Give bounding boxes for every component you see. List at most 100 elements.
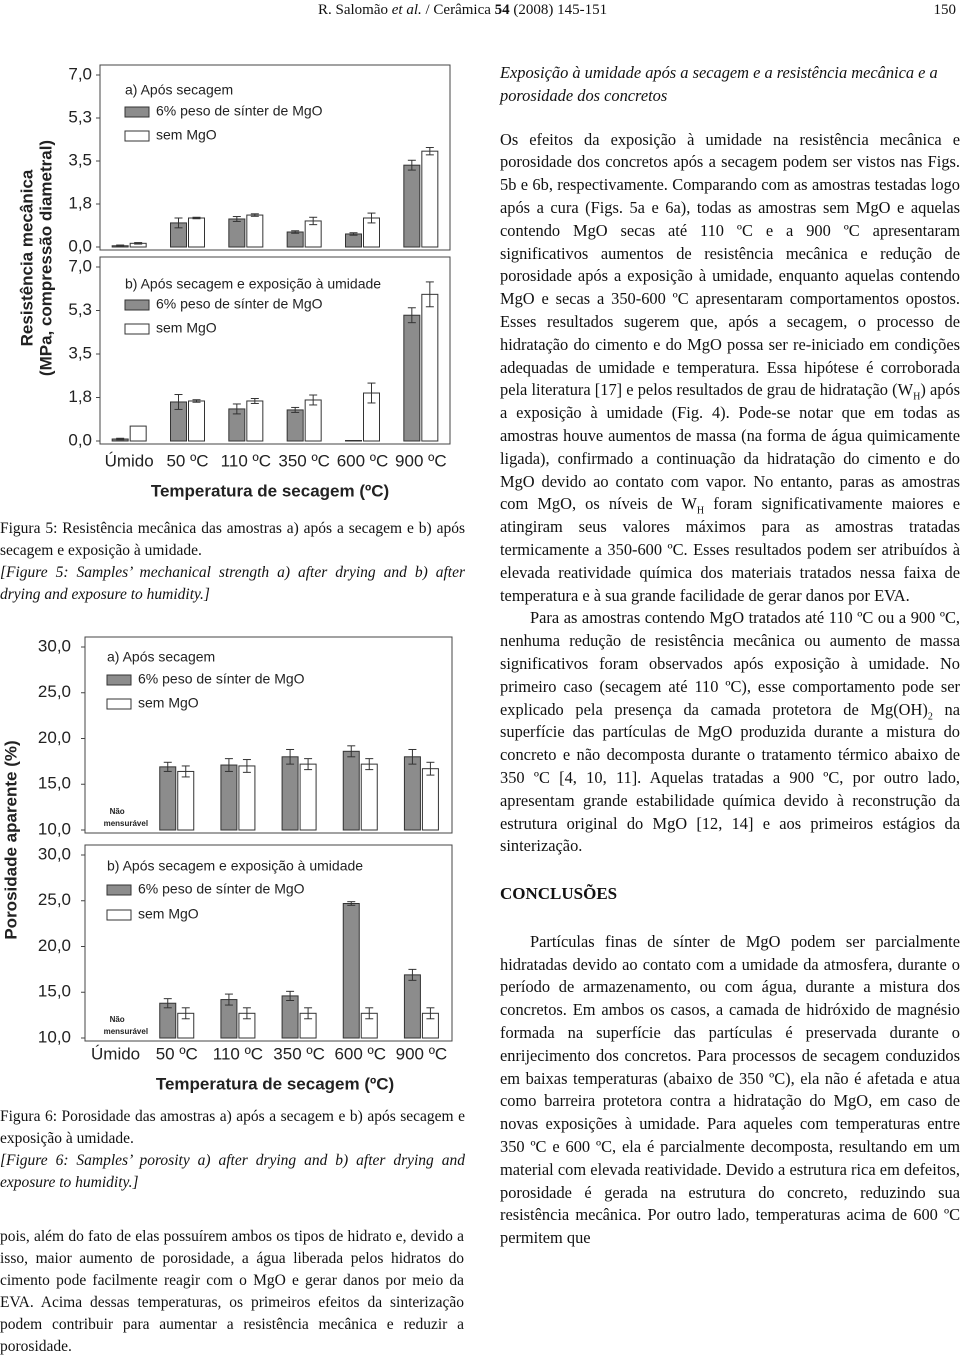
y-tick-label: 5,3 — [68, 300, 92, 319]
bar — [246, 214, 264, 248]
x-tick-label: 350 ºC — [278, 451, 330, 470]
section-heading: CONCLUSÕES — [500, 884, 618, 904]
error-bar — [309, 394, 318, 406]
error-bar — [304, 1007, 313, 1020]
x-tick-label: Úmido — [91, 1044, 140, 1063]
error-bar — [174, 394, 183, 410]
legend-label: 6% peso de sínter de MgO — [138, 881, 305, 897]
annotation: Não — [110, 1015, 125, 1024]
bar — [421, 150, 439, 248]
error-bar — [408, 748, 417, 765]
header-text: / Cerâmica — [421, 2, 495, 18]
bar — [188, 217, 205, 248]
text-run: na superfície das partículas de MgO prod… — [500, 699, 960, 856]
text-run: Os efeitos da exposição à umidade na res… — [500, 129, 960, 400]
error-bar — [224, 993, 233, 1006]
error-bar — [134, 242, 143, 245]
legend-swatch — [106, 674, 132, 686]
bar — [421, 293, 439, 442]
error-bar — [181, 765, 190, 778]
error-bar — [242, 759, 251, 773]
error-bar — [304, 758, 313, 771]
legend-swatch — [124, 130, 150, 142]
text-run: Partículas finas de sínter de MgO podem … — [500, 931, 960, 1248]
error-bar — [367, 382, 376, 404]
panel-title: a) Após secagem — [107, 649, 215, 665]
page-number: 150 — [933, 2, 957, 18]
x-tick-label: 600 ºC — [337, 451, 389, 470]
y-tick-label: 0,0 — [68, 430, 92, 449]
panel-title: b) Após secagem e exposição à umidade — [125, 276, 381, 292]
error-bar — [408, 968, 417, 981]
y-tick-label: 3,5 — [68, 343, 92, 362]
error-bar — [116, 244, 125, 248]
error-bar — [291, 406, 300, 413]
legend-label: sem MgO — [156, 320, 217, 336]
error-bar — [425, 146, 434, 156]
bar — [177, 770, 195, 831]
header-text: R. Salomão — [318, 2, 392, 18]
panel-title: b) Após secagem e exposição à umidade — [107, 858, 363, 874]
error-bar — [286, 748, 295, 765]
error-bar — [286, 990, 295, 1001]
bar — [188, 400, 205, 442]
error-bar — [291, 230, 300, 234]
x-tick-label: 900 ºC — [396, 1044, 448, 1063]
error-bar — [347, 745, 356, 758]
figure-caption: Figura 5: Resistência mecânica das amost… — [0, 518, 465, 606]
left-column: pois, além do fato de elas possuírem amb… — [0, 1226, 464, 1358]
caption-pt: Figura 5: Resistência mecânica das amost… — [0, 520, 465, 559]
error-bar — [367, 212, 376, 224]
error-bar — [192, 399, 201, 403]
legend-swatch — [106, 884, 132, 896]
bar — [129, 425, 147, 442]
bar — [281, 995, 299, 1039]
legend-label: sem MgO — [138, 906, 199, 922]
y-tick-label: 30,0 — [38, 844, 71, 863]
x-axis-label: Temperatura de secagem (ºC) — [156, 1074, 394, 1093]
error-bar — [365, 1007, 374, 1020]
legend-swatch — [124, 323, 150, 335]
x-tick-label: 900 ºC — [395, 451, 447, 470]
error-bar — [309, 216, 318, 226]
error-bar — [407, 307, 416, 324]
bar — [246, 400, 264, 442]
bar — [342, 750, 360, 831]
subscript: H — [696, 505, 705, 517]
error-bar — [116, 437, 125, 441]
error-bar — [224, 758, 233, 772]
y-tick-label: 10,0 — [38, 1027, 71, 1046]
bar — [360, 763, 378, 831]
caption-en: [Figure 6: Samples’ porosity a) after dr… — [0, 1152, 465, 1191]
bar — [159, 1002, 177, 1039]
error-bar — [192, 216, 201, 220]
caption-pt: Figura 6: Porosidade das amostras a) apó… — [0, 1108, 465, 1147]
y-tick-label: 25,0 — [38, 682, 71, 701]
annotation: Não — [110, 807, 125, 816]
paragraph: Partículas finas de sínter de MgO podem … — [500, 931, 960, 1250]
y-tick-label: 1,8 — [68, 387, 92, 406]
bar — [342, 902, 360, 1039]
bar — [238, 765, 256, 831]
bar — [421, 768, 439, 831]
y-tick-label: 20,0 — [38, 936, 71, 955]
y-tick-label: 15,0 — [38, 774, 71, 793]
bar — [304, 399, 322, 442]
y-axis-label: (MPa, compressão diametral) — [36, 140, 55, 376]
header-text: (2008) 145-151 — [509, 2, 608, 18]
header-text: et al. — [391, 2, 422, 18]
error-bar — [365, 758, 374, 771]
legend-label: 6% peso de sínter de MgO — [138, 671, 305, 687]
error-bar — [250, 213, 259, 217]
y-tick-label: 7,0 — [68, 256, 92, 275]
error-bar — [407, 159, 416, 171]
annotation: mensurável — [104, 1027, 148, 1036]
text-run: pois, além do fato de elas possuírem amb… — [0, 1228, 464, 1355]
bar — [286, 409, 304, 442]
x-tick-label: 350 ºC — [273, 1044, 325, 1063]
x-tick-label: 50 ºC — [166, 451, 208, 470]
panel-title: a) Após secagem — [125, 82, 233, 98]
bar — [220, 764, 238, 831]
bar — [228, 218, 246, 248]
